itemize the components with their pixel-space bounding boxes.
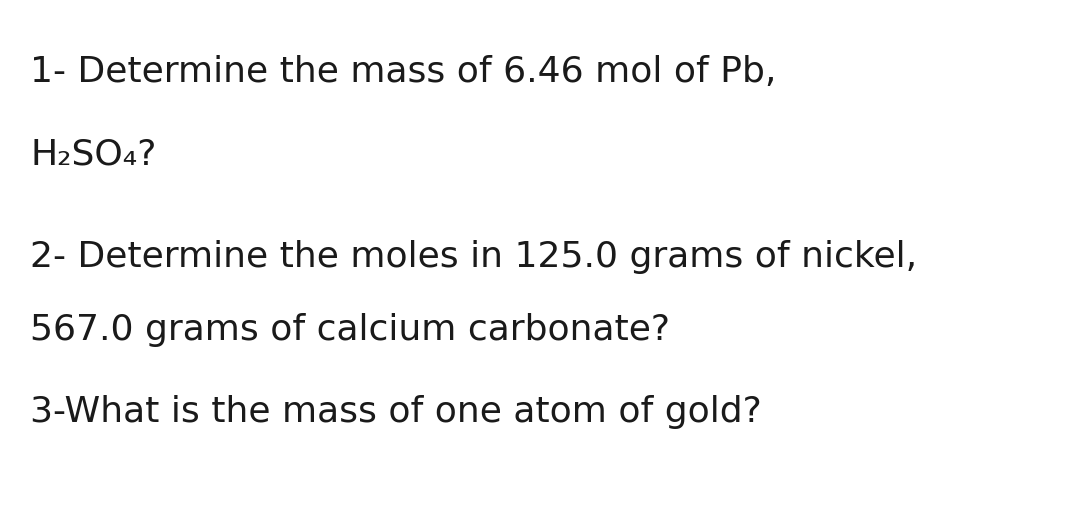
Text: 1- Determine the mass of 6.46 mol of Pb,: 1- Determine the mass of 6.46 mol of Pb, [30, 55, 777, 89]
Text: 567.0 grams of calcium carbonate?: 567.0 grams of calcium carbonate? [30, 313, 671, 347]
Text: H₂SO₄?: H₂SO₄? [30, 138, 157, 171]
Text: 2- Determine the moles in 125.0 grams of nickel,: 2- Determine the moles in 125.0 grams of… [30, 241, 917, 274]
Text: 3-What is the mass of one atom of gold?: 3-What is the mass of one atom of gold? [30, 395, 762, 429]
